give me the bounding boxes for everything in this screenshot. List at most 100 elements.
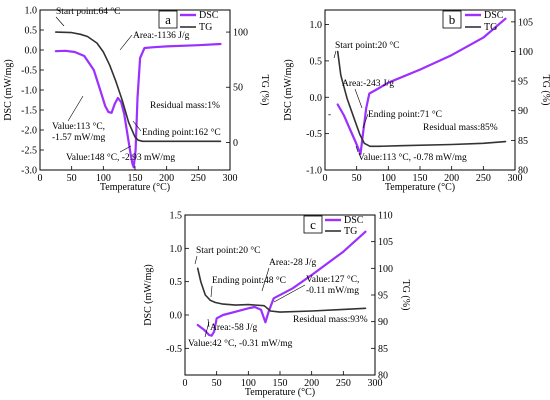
panel-b-x-tick-label: 100 xyxy=(381,173,396,184)
panel-c-annotations: Start point:20 °C Ending point:48 °C Are… xyxy=(188,245,368,349)
panel-b-label: b xyxy=(449,12,456,27)
panel-a-x-tick-label: 200 xyxy=(159,173,174,184)
panel-a-y-tick-label: -2.5 xyxy=(21,146,37,157)
panel-b-label-box xyxy=(442,10,462,29)
panel-c-y2-tick-label: 80 xyxy=(378,371,388,382)
panel-c-annotation: Value:127 °C, xyxy=(306,274,359,285)
panel-c-annotation: Area:-28 J/g xyxy=(269,258,316,268)
panel-c-x-tick-label: 50 xyxy=(212,378,222,389)
panel-a-y-tick-label: 0.0 xyxy=(25,46,38,57)
panel-c-y-tick-label: -0.5 xyxy=(166,344,182,355)
panel-b-y2-tick-label: 105 xyxy=(518,17,533,28)
panel-b-x-tick-label: 150 xyxy=(413,173,428,184)
panel-a-legend: DSC TG xyxy=(180,10,219,33)
panel-a-label: a xyxy=(165,12,171,27)
panel-b-annotation: Start point:20 °C xyxy=(335,40,400,51)
panel-b-y-tick-label: 0.5 xyxy=(310,56,323,67)
panel-b-y-tick-label: -1.0 xyxy=(306,166,322,177)
panel-a-annotation: Start point:64 °C xyxy=(56,6,121,17)
panel-c-y2-tick-label: 105 xyxy=(378,237,393,248)
panel-a-y-tick-label: -1.5 xyxy=(21,106,37,117)
panel-c-y-label-left: DSC (mW/mg) xyxy=(143,264,154,325)
panel-b-x-tick-label: 50 xyxy=(352,173,362,184)
panel-c-annotation: Start point:20 °C xyxy=(196,245,261,256)
panel-a-x-tick-label: 50 xyxy=(67,173,77,184)
panel-a-x-tick-label: 300 xyxy=(223,173,238,184)
panel-a-y-tick-label: -3.0 xyxy=(21,166,37,177)
panel-a-y2-tick-label: 100 xyxy=(233,28,248,39)
panel-c-y2-tick-label: 100 xyxy=(378,264,393,275)
panel-b-annotation: Area:-243 J/g xyxy=(342,79,394,89)
panel-c-label-box xyxy=(303,215,323,234)
panel-a-x-tick-label: 250 xyxy=(191,173,206,184)
panel-b-legend-dsc: DSC xyxy=(484,10,504,21)
panel-a-y-tick-label: -0.5 xyxy=(21,66,37,77)
panel-a-y-tick-label: 1.0 xyxy=(25,6,38,17)
panel-a-legend-dsc: DSC xyxy=(199,10,219,21)
panel-c-y-label-right: TG (%) xyxy=(400,280,411,311)
panel-b-y-tick-label: 1.0 xyxy=(310,20,323,31)
panel-b-y-label-left: DSC (mW/mg) xyxy=(283,59,294,120)
panel-c-annotation: Area:-58 J/g xyxy=(210,323,257,333)
panel-a-annotation: Value:148 °C, -2.93 mW/mg xyxy=(66,152,175,163)
panel-b-y2-tick-label: 100 xyxy=(518,47,533,58)
panel-c-legend-tg: TG xyxy=(344,226,357,237)
panel-b-x-label: Temperature (°C) xyxy=(385,182,455,193)
panel-b-dsc-line xyxy=(336,17,507,156)
panel-c-annotation: -0.11 mW/mg xyxy=(306,286,359,296)
panel-a-y-tick-label: -2.0 xyxy=(21,126,37,137)
panel-a-legend-tg: TG xyxy=(199,22,212,33)
panel-a-annotations: Start point:64 °C Area:-1136 J/g Residua… xyxy=(52,6,221,163)
panel-c-y-tick-label: 0.5 xyxy=(170,277,183,288)
panel-a-y-label-right: TG (%) xyxy=(259,75,270,106)
panel-c-x-tick-label: 200 xyxy=(304,378,319,389)
panel-a-annotation: Residual mass:1% xyxy=(150,101,220,111)
panel-b-annotation: - xyxy=(328,110,331,120)
panel-b-y2-tick-label: 80 xyxy=(518,166,528,177)
panel-a-y-tick-label: 0.5 xyxy=(25,26,38,37)
panel-c: 0 50 100 150 200 250 300 -0.5 0.0 0.5 1.0 1.5 80 85 90… xyxy=(143,211,411,399)
panel-c-series xyxy=(196,230,367,337)
panel-a-dsc-line xyxy=(54,42,222,169)
panel-b-x-tick-label: 200 xyxy=(444,173,459,184)
panel-c-y2-tick-label: 85 xyxy=(378,344,388,355)
panel-b-y2-tick-label: 95 xyxy=(518,77,528,88)
panel-b-annotations: Start point:20 °C Area:-243 J/g Ending p… xyxy=(328,40,498,163)
panel-c-dsc-line xyxy=(196,230,367,337)
panel-a-label-box xyxy=(158,10,178,29)
panel-a-series xyxy=(54,31,222,169)
panel-b-annotation: Ending point:71 °C xyxy=(368,109,442,120)
panel-a-x-tick-label: 100 xyxy=(96,173,111,184)
panel-c-annotation: Residual mass:93% xyxy=(293,315,368,325)
panel-c-label: c xyxy=(310,217,316,232)
panel-a-x-tick-label: 0 xyxy=(38,173,43,184)
panel-a-annotation: Area:-1136 J/g xyxy=(133,31,190,41)
panel-b-legend: DSC TG xyxy=(465,10,504,33)
panel-c-y2-tick-label: 110 xyxy=(378,211,393,222)
panel-c-annotation: Ending point:48 °C xyxy=(212,275,286,286)
panel-c-annotation: Value:42 °C, -0.31 mW/mg xyxy=(188,338,293,349)
panel-a-y-label-left: DSC (mW/mg) xyxy=(3,59,14,120)
panel-a-x-tick-label: 150 xyxy=(128,173,143,184)
panel-b-y2-tick-label: 90 xyxy=(518,106,528,117)
panel-a-x-label: Temperature (°C) xyxy=(100,182,170,193)
panel-c-legend: DSC TG xyxy=(325,215,364,237)
panel-b-x-tick-label: 0 xyxy=(323,173,328,184)
panel-b-y-tick-label: -0.5 xyxy=(306,129,322,140)
panel-c-x-tick-label: 300 xyxy=(368,378,383,389)
panel-c-y-tick-label: 0.0 xyxy=(170,311,183,322)
panel-c-y2-tick-label: 95 xyxy=(378,291,388,302)
panel-b-x-tick-label: 250 xyxy=(476,173,491,184)
panel-c-x-tick-label: 250 xyxy=(336,378,351,389)
panel-b-series xyxy=(336,17,507,156)
panel-a-y2-tick-label: 0 xyxy=(233,138,238,149)
panel-b-annotation: Residual mass:85% xyxy=(423,123,498,133)
panel-c-x-label: Temperature (°C) xyxy=(245,387,315,398)
panel-a-annotation: Value:113 °C, xyxy=(52,121,105,132)
panel-a-annotation: -1.57 mW/mg xyxy=(52,133,106,143)
panel-a-y2-tick-label: 50 xyxy=(233,83,243,94)
panel-b-x-tick-label: 300 xyxy=(508,173,523,184)
panel-b: 0 50 100 150 200 250 300 -1.0 -0.5 0.0 0.5 1.0 80 85 9… xyxy=(283,9,550,193)
panel-a-annotation: Ending point:162 °C xyxy=(142,127,221,138)
